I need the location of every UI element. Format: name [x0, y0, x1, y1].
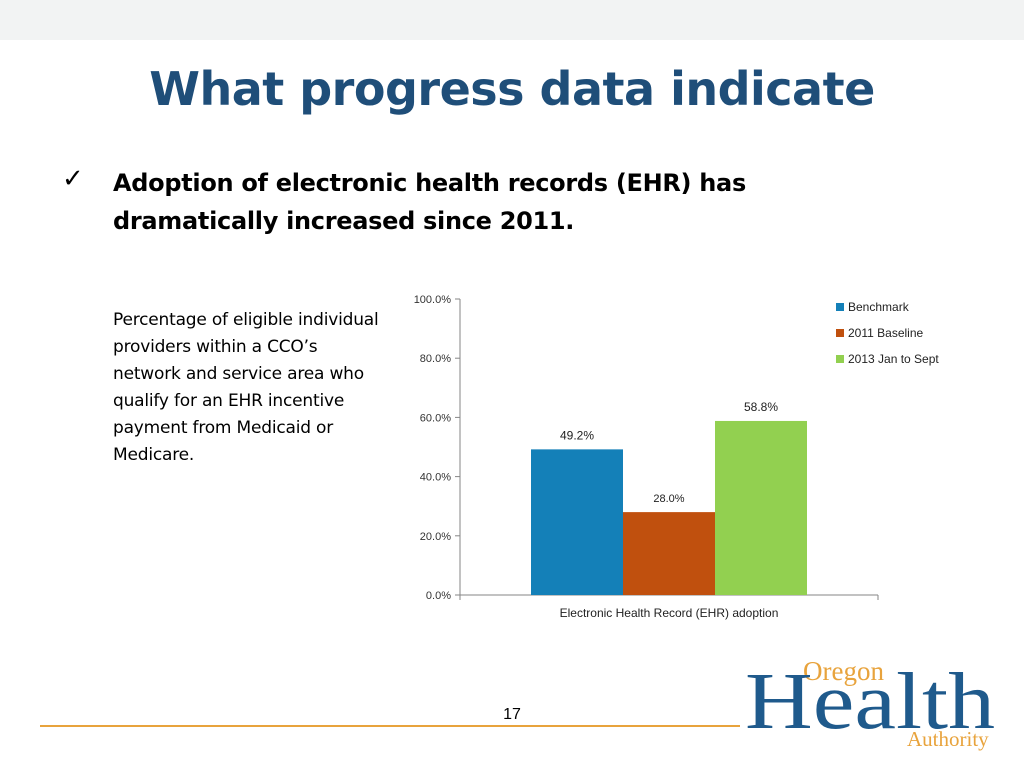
legend-swatch: [836, 355, 844, 363]
footer-line: [40, 725, 740, 727]
y-tick-label: 80.0%: [420, 353, 451, 365]
oregon-health-authority-logo: Oregon Health Authority: [745, 656, 995, 751]
data-label: 58.8%: [744, 400, 778, 414]
y-tick-label: 40.0%: [420, 472, 451, 484]
data-label: 28.0%: [653, 493, 684, 505]
chart-description: Percentage of eligible individual provid…: [113, 310, 379, 465]
checkmark-icon: ✓: [62, 164, 84, 194]
data-label: 49.2%: [560, 428, 594, 442]
logo-health: Health: [745, 658, 995, 746]
y-tick-label: 20.0%: [420, 531, 451, 543]
page-number: 17: [503, 706, 521, 723]
legend-label: 2011 Baseline: [848, 326, 923, 340]
bar-2013-jan-to-sept: [715, 420, 807, 595]
bar-benchmark: [531, 449, 623, 595]
top-band: [0, 0, 1024, 40]
bar-2011-baseline: [623, 512, 715, 595]
legend-label: Benchmark: [848, 300, 910, 314]
logo-oregon: Oregon: [803, 656, 884, 686]
bar-chart: 0.0% 20.0% 40.0% 60.0% 80.0% 100.0% 49.2% 28.0%…: [414, 294, 940, 620]
bullet-text: Adoption of electronic health records (E…: [113, 169, 746, 235]
y-tick-label: 60.0%: [420, 412, 451, 424]
logo-authority: Authority: [907, 727, 989, 751]
legend-swatch: [836, 329, 844, 337]
legend-swatch: [836, 303, 844, 311]
y-tick-label: 100.0%: [414, 294, 452, 306]
slide-title: What progress data indicate: [149, 62, 875, 116]
y-tick-label: 0.0%: [426, 590, 451, 602]
x-category-label: Electronic Health Record (EHR) adoption: [560, 606, 779, 620]
legend-label: 2013 Jan to Sept: [848, 352, 939, 366]
